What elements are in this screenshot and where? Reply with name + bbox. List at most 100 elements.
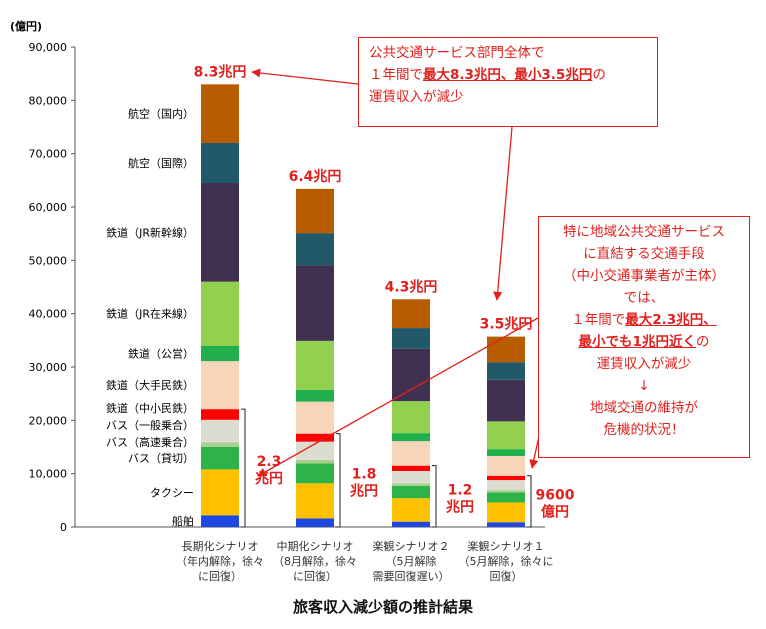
bar-segment [392,498,430,522]
annotation-arrow-down: ↓ [638,378,650,394]
local-total-label: 1.8 [352,466,377,482]
annotation-arrow [257,317,539,477]
series-label: 航空（国際） [128,156,194,170]
y-tick-label: 80,000 [29,94,68,107]
series-label: 鉄道（公営） [128,346,194,360]
local-total-label: 9600 [536,487,575,503]
annotation-highlight: 最小でも1兆円近く [578,334,696,350]
annotation-text: 危機的状況！ [603,422,685,438]
y-unit-label: (億円) [10,19,42,33]
bar-segment [296,401,334,434]
local-total-unit: 億円 [541,503,569,520]
bar-segment [392,483,430,486]
bar-segment [487,475,525,481]
local-bracket [336,433,341,528]
y-tick-label: 0 [60,521,67,534]
total-label: 3.5兆円 [480,317,533,333]
bar-segment [296,463,334,484]
total-label: 6.4兆円 [289,169,342,185]
x-category-label: に回復） [293,570,337,583]
total-label: 4.3兆円 [385,279,438,295]
annotation-line: １年間で最大8.3兆円、最小3.5兆円の [369,64,647,86]
series-label: 鉄道（大手民鉄） [106,378,194,392]
annotation-text: 運賃収入が減少 [369,89,464,105]
bar-segment [201,183,239,282]
series-label: 鉄道（JR在来線） [106,307,194,321]
local-total-unit: 兆円 [350,483,378,499]
series-label: 鉄道（JR新幹線） [106,225,194,239]
annotation-text: １年間で [369,67,423,83]
y-tick-label: 40,000 [29,308,68,321]
bar-segment [201,515,239,527]
annotation-box-local: 特に地域公共交通サービス に直結する交通手段 （中小交通事業者が主体） では、 … [538,216,750,458]
x-category-label: 長期化シナリオ [182,539,259,553]
annotation-text: に直結する交通手段 [583,246,705,262]
series-label: 航空（国内） [128,107,194,121]
series-label: 鉄道（中小民鉄） [106,401,194,415]
local-total-unit: 兆円 [255,471,283,487]
local-total-label: 1.2 [448,482,473,498]
bar-segment [487,362,525,380]
bar-segment [487,456,525,476]
x-category-label: 楽観シナリオ１ [468,539,545,553]
bar-segment [487,480,525,491]
annotation-text: では、 [623,290,665,306]
bar-segment [296,518,334,527]
y-tick-label: 10,000 [29,468,68,481]
annotation-text: （中小交通事業者が主体） [563,268,725,284]
bar-segment [392,348,430,402]
x-category-label: （年内解除，徐々 [176,554,264,568]
x-category-label: （5月解除 [386,554,437,568]
bar-segment [296,233,334,266]
annotation-highlight: 最大8.3兆円、最小3.5兆円 [423,67,593,83]
bar-segment [487,421,525,450]
bar-segment [296,389,334,402]
bar-segment [296,265,334,341]
bar-segment [201,447,239,470]
x-category-label: に回復） [198,570,242,583]
bar-segment [392,471,430,484]
bar-segment [487,502,525,523]
y-tick-label: 50,000 [29,254,68,267]
annotation-arrow [493,126,513,301]
bar-segment [392,441,430,466]
bar-segment [487,449,525,457]
series-label: 船舶 [172,514,194,528]
series-label: バス（貸切） [128,451,194,465]
annotation-highlight: 最大2.3兆円、 [625,312,717,328]
annotation-text: 地域交通の維持が [590,400,698,416]
bar-segment [296,441,334,460]
annotation-line: 公共交通サービス部門全体で [369,42,647,64]
bar-segment [392,465,430,471]
bar-segment [201,442,239,447]
series-label: バス（高速乗合） [106,435,194,449]
bar-segment [392,485,430,499]
annotation-box-overall: 公共交通サービス部門全体で １年間で最大8.3兆円、最小3.5兆円の 運賃収入が… [358,37,658,127]
annotation-text: の [592,67,606,83]
series-label: タクシー [150,486,194,499]
local-bracket [527,475,532,528]
bar-segment [201,409,239,420]
annotation-text: １年間で [571,312,626,328]
x-category-label: 需要回復遅い） [373,570,450,583]
bar-segment [296,340,334,390]
local-bracket [432,465,437,528]
bar-segment [392,521,430,527]
bar-segment [392,401,430,434]
annotation-line: 運賃収入が減少 [369,86,647,108]
bar-segment [296,459,334,464]
bar-segment [487,379,525,422]
x-category-label: （8月解除，徐々 [273,554,357,568]
bar-segment [487,522,525,527]
bar-segment [201,84,239,143]
local-total-label: 2.3 [257,454,282,470]
bar-segment [296,188,334,234]
bar-segment [296,433,334,442]
x-category-label: 楽観シナリオ２ [373,539,450,553]
y-tick-label: 20,000 [29,414,68,427]
local-bracket [241,408,246,528]
annotation-text: 運賃収入が減少 [596,356,692,372]
x-category-label: 中期化シナリオ [277,539,354,553]
bar-segment [392,299,430,329]
y-tick-label: 60,000 [29,201,68,214]
